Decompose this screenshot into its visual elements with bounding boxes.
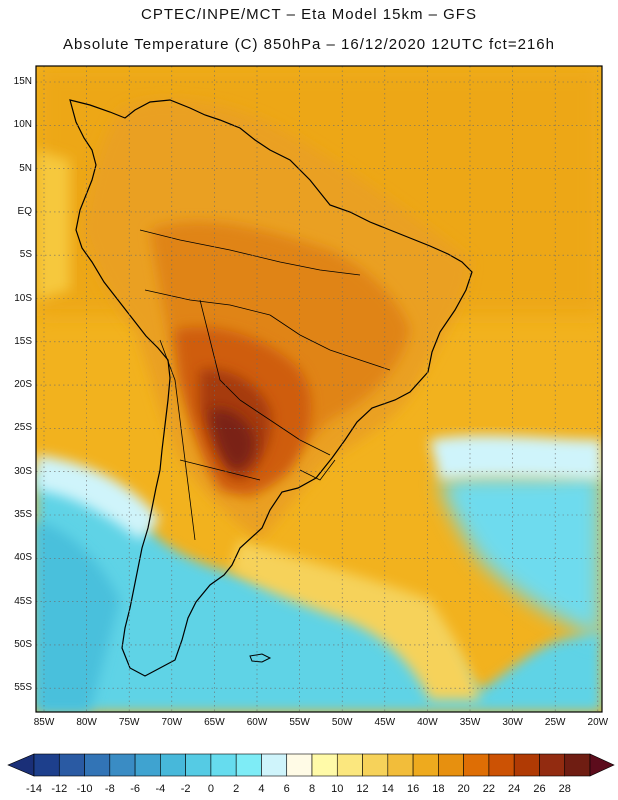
colorbar-swatch (58, 753, 85, 777)
lon-tick-label: 65W (204, 717, 225, 728)
colorbar-tick-label: -8 (104, 783, 115, 795)
colorbar-tick-label: 8 (308, 783, 316, 795)
lat-tick-label: 55S (14, 682, 32, 694)
map-frame (35, 65, 603, 713)
colorbar-swatch (33, 753, 60, 777)
colorbar-tick-label: -10 (76, 783, 93, 795)
colorbar-swatch (210, 753, 237, 777)
colorbar-tick-label: 10 (331, 783, 344, 795)
colorbar-tick-label: 28 (558, 783, 571, 795)
lat-tick-label: 10N (13, 119, 32, 131)
title-model: CPTEC/INPE/MCT – Eta Model 15km – GFS (141, 6, 477, 23)
colorbar-tick-label: 6 (283, 783, 290, 795)
colorbar-tick-label: 12 (356, 783, 369, 795)
colorbar (7, 753, 615, 777)
colorbar-tick-label: 4 (258, 783, 265, 795)
colorbar-swatch (564, 753, 591, 777)
lon-tick-label: 75W (118, 717, 140, 728)
lat-tick-label: EQ (17, 205, 32, 217)
colorbar-swatch (463, 753, 490, 777)
country-borders (139, 229, 391, 541)
field-chaco-max (210, 409, 255, 470)
colorbar-swatch (513, 753, 540, 777)
colorbar-tick-label: 2 (233, 783, 240, 795)
colorbar-tick-label: -6 (130, 783, 140, 795)
colorbar-swatch (311, 753, 338, 777)
lon-tick-label: 25W (544, 717, 566, 728)
colorbar-tick-label: 0 (207, 783, 214, 795)
falkland-islands (249, 653, 272, 663)
field-nw-pale (36, 150, 70, 300)
lon-tick-label: 40W (417, 717, 438, 728)
title-variable: Absolute Temperature (C) 850hPa – 16/12/… (63, 36, 555, 53)
lat-tick-label: 35S (14, 509, 32, 520)
colorbar-swatch (387, 753, 414, 777)
colorbar-tick-label: -2 (180, 783, 191, 795)
lon-tick-label: 45W (374, 717, 396, 728)
lat-tick-label: 45S (14, 595, 32, 607)
colorbar-swatch (134, 753, 161, 777)
colorbar-swatch (336, 753, 363, 777)
colorbar-swatch (488, 753, 515, 777)
colorbar-swatch (84, 753, 111, 777)
colorbar-swatch (261, 753, 288, 777)
lat-tick-label: 5S (19, 249, 32, 261)
lat-tick-label: 10S (14, 292, 32, 304)
colorbar-swatch (235, 753, 262, 777)
lat-tick-label: 15N (13, 76, 32, 87)
colorbar-tick-label: 24 (508, 783, 521, 795)
field-sa-pale (430, 435, 602, 480)
lon-tick-label: 30W (502, 717, 523, 728)
colorbar-swatch (438, 753, 464, 777)
lat-tick-label: 5N (19, 162, 32, 174)
colorbar-swatch (362, 753, 389, 777)
lat-tick-label: 25S (14, 422, 32, 434)
lon-tick-label: 80W (76, 717, 97, 728)
colorbar-tick-label: 16 (406, 783, 420, 795)
colorbar-tick-label: -14 (26, 783, 42, 795)
colorbar-tick-label: -4 (155, 783, 166, 795)
field-sw-colder (36, 520, 120, 712)
lon-tick-label: 20W (587, 717, 609, 728)
colorbar-swatch (160, 753, 186, 777)
lon-tick-label: 50W (331, 717, 353, 728)
colorbar-swatch (539, 753, 566, 777)
colorbar-swatch (109, 753, 136, 777)
lat-tick-label: 30S (14, 465, 32, 477)
field-sa-cold (440, 470, 602, 640)
lon-tick-label: 35W (459, 717, 481, 728)
lat-tick-label: 20S (14, 379, 32, 391)
colorbar-tick-label: 18 (432, 783, 445, 795)
lat-tick-label: 15S (14, 335, 32, 347)
colorbar-tick-label: 26 (533, 783, 546, 795)
colorbar-swatch (286, 753, 313, 777)
colorbar-min-arrow (7, 753, 35, 777)
lat-tick-label: 50S (14, 638, 32, 650)
field-patagonia-tongue (230, 540, 480, 700)
temperature-field (36, 66, 602, 712)
colorbar-tick-label: -12 (51, 783, 68, 795)
field-sw-pale (36, 455, 160, 540)
colorbar-tick-label: 20 (457, 783, 470, 795)
colorbar-tick-label: 14 (381, 783, 394, 795)
colorbar-swatch (185, 753, 212, 777)
colorbar-max-arrow (589, 753, 615, 777)
lon-tick-label: 55W (289, 717, 310, 728)
lon-tick-label: 85W (33, 717, 55, 728)
colorbar-tick-label: 22 (482, 783, 496, 795)
colorbar-swatch (412, 753, 439, 777)
lat-tick-label: 40S (14, 552, 32, 564)
lon-tick-label: 60W (246, 717, 268, 728)
lon-tick-label: 70W (161, 717, 183, 728)
coastline (69, 99, 473, 677)
